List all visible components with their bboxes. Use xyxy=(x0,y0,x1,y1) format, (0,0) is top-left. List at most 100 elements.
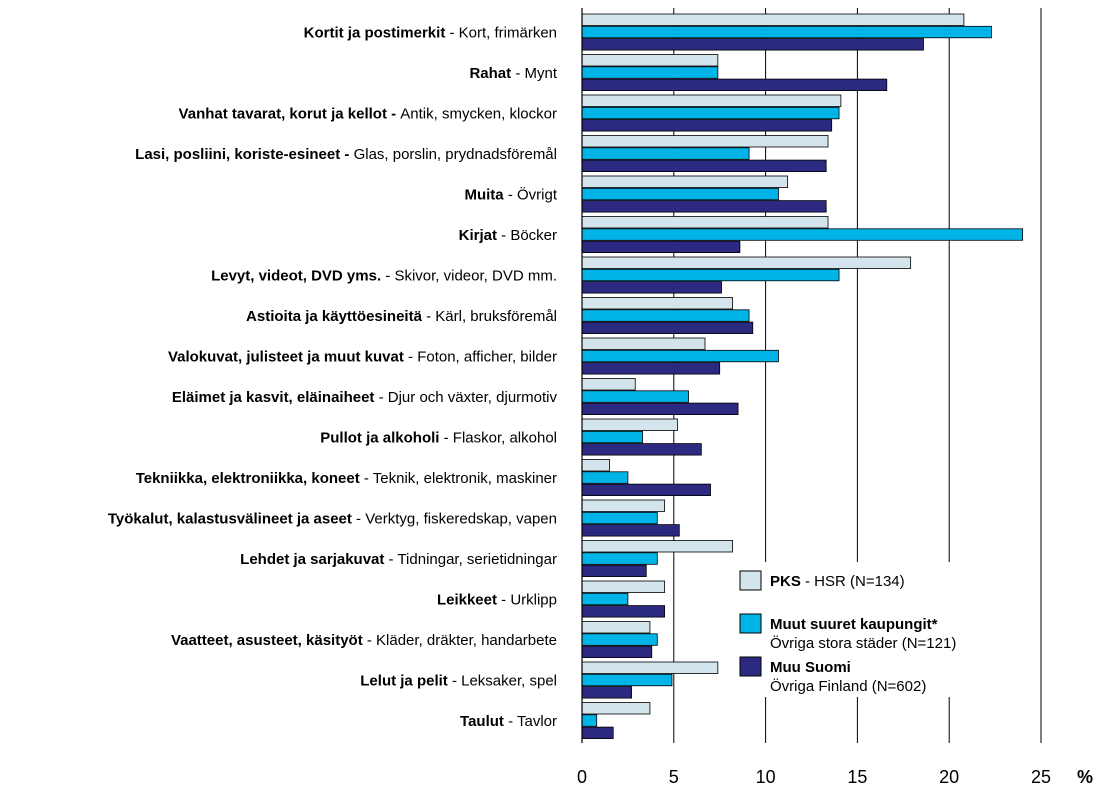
legend-swatch xyxy=(739,656,762,677)
bar xyxy=(581,66,719,79)
legend-entry-bold: Muu Suomi xyxy=(770,659,851,676)
bar xyxy=(581,499,666,512)
bar xyxy=(581,580,666,593)
bar xyxy=(581,175,789,188)
tick-label: 10 xyxy=(756,767,776,787)
bar xyxy=(581,430,643,444)
bar xyxy=(581,483,711,497)
category-label: Lehdet ja sarjakuvat - Tidningar, seriet… xyxy=(240,551,557,568)
bar xyxy=(581,390,689,403)
category-label-sv: Glas, porslin, prydnadsföremål xyxy=(354,146,557,163)
bar xyxy=(581,362,721,375)
bar xyxy=(581,200,827,213)
tick-label: 15 xyxy=(847,767,867,787)
bar xyxy=(581,106,840,120)
bar xyxy=(581,443,702,456)
x-unit-label: % xyxy=(1077,767,1093,787)
category-label: Eläimet ja kasvit, eläinaiheet - Djur oc… xyxy=(172,389,558,406)
bar xyxy=(581,349,779,363)
category-label-fi: Astioita ja käyttöesineitä xyxy=(246,308,423,325)
category-label-sv: Antik, smycken, klockor xyxy=(400,105,557,122)
category-label-sv: - Mynt xyxy=(511,65,558,82)
bar xyxy=(581,564,647,577)
category-label-sv: - Kort, frimärken xyxy=(445,24,557,41)
bar xyxy=(581,228,1024,241)
bar xyxy=(581,13,965,26)
category-label-fi: Valokuvat, julisteet ja muut kuvat xyxy=(168,348,404,365)
bar xyxy=(581,281,722,294)
bar xyxy=(581,135,829,148)
category-label-sv: - Övrigt xyxy=(504,185,558,203)
tick-label: 25 xyxy=(1031,767,1051,787)
category-label-fi: Eläimet ja kasvit, eläinaiheet xyxy=(172,389,375,406)
bar xyxy=(581,686,632,699)
legend-entry: PKS - HSR (N=134) xyxy=(770,573,905,590)
category-label-fi: Pullot ja alkoholi xyxy=(320,429,439,446)
category-label: Astioita ja käyttöesineitä - Kärl, bruks… xyxy=(246,308,557,325)
legend-background xyxy=(728,562,1010,697)
category-label-sv: - Skivor, videor, DVD mm. xyxy=(381,267,557,284)
category-label-fi: Tekniikka, elektroniikka, koneet xyxy=(136,470,360,487)
category-label: Levyt, videot, DVD yms. - Skivor, videor… xyxy=(211,267,557,284)
bar xyxy=(581,714,598,727)
bar xyxy=(581,25,992,39)
category-label-fi: Lelut ja pelit xyxy=(360,672,448,689)
tick-label: 0 xyxy=(577,767,587,787)
category-label: Kortit ja postimerkit - Kort, frimärken xyxy=(304,24,557,41)
bars xyxy=(581,13,1024,739)
category-label-fi: Levyt, videot, DVD yms. xyxy=(211,267,381,284)
category-label-fi: Lasi, posliini, koriste-esineet - xyxy=(135,146,353,163)
bar xyxy=(581,187,779,201)
category-label-fi: Kortit ja postimerkit xyxy=(304,24,446,41)
category-label: Vanhat tavarat, korut ja kellot - Antik,… xyxy=(179,105,557,122)
category-label-sv: - Kläder, dräkter, handarbete xyxy=(363,632,557,649)
category-label: Lasi, posliini, koriste-esineet - Glas, … xyxy=(135,146,557,163)
category-label-sv: - Djur och växter, djurmotiv xyxy=(374,389,557,406)
bar xyxy=(581,673,673,687)
category-label-sv: - Böcker xyxy=(497,227,557,244)
bar xyxy=(581,540,733,553)
bar xyxy=(581,511,658,525)
category-label: Valokuvat, julisteet ja muut kuvat - Fot… xyxy=(168,348,557,365)
bar xyxy=(581,38,924,51)
category-label-fi: Leikkeet xyxy=(437,591,497,608)
bar xyxy=(581,78,888,91)
bar xyxy=(581,726,614,739)
bar xyxy=(581,240,741,254)
bar xyxy=(581,459,610,472)
category-label: Muita - Övrigt xyxy=(464,185,557,203)
category-label: Taulut - Tavlor xyxy=(460,713,557,730)
legend-entry-rest: - HSR (N=134) xyxy=(801,573,905,590)
bar xyxy=(581,633,658,646)
legend-entry-bold: Muut suuret kaupungit* xyxy=(770,616,938,633)
category-label-sv: - Tidningar, serietidningar xyxy=(384,551,557,568)
bar xyxy=(581,378,636,391)
legend-entry: Muu Suomi xyxy=(770,659,851,676)
bar xyxy=(581,309,750,322)
bar xyxy=(581,471,629,484)
category-label-fi: Lehdet ja sarjakuvat xyxy=(240,551,384,568)
category-label: Leikkeet - Urklipp xyxy=(437,591,557,608)
bar xyxy=(581,621,651,634)
bar xyxy=(581,268,840,282)
legend-entry-bold: PKS xyxy=(770,573,801,590)
category-label: Työkalut, kalastusvälineet ja aseet - Ve… xyxy=(108,510,557,527)
bar xyxy=(581,418,678,431)
legend-swatch xyxy=(739,570,762,591)
bar xyxy=(581,119,833,132)
bar xyxy=(581,661,719,674)
bar xyxy=(581,54,719,67)
category-label-sv: - Kärl, bruksföremål xyxy=(422,308,557,325)
bar xyxy=(581,524,680,537)
bar xyxy=(581,321,754,335)
legend-entry: Muut suuret kaupungit* xyxy=(770,616,938,633)
legend-entry-line2: Övriga stora städer (N=121) xyxy=(770,634,956,652)
tick-label: 5 xyxy=(669,767,679,787)
category-label: Lelut ja pelit - Leksaker, spel xyxy=(360,672,557,689)
legend: PKS - HSR (N=134) Muut suuret kaupungit*Ö… xyxy=(728,562,1010,697)
tick-label: 20 xyxy=(939,767,959,787)
category-label-sv: - Teknik, elektronik, maskiner xyxy=(360,470,557,487)
bar xyxy=(581,147,750,160)
category-label-sv: - Flaskor, alkohol xyxy=(439,429,557,446)
